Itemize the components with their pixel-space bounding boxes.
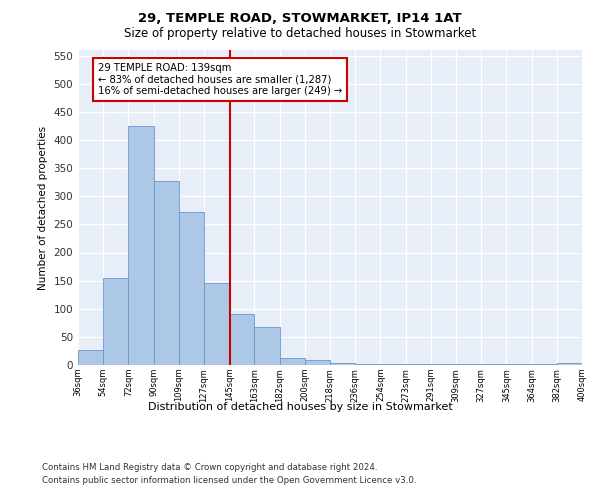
Bar xyxy=(380,364,406,365)
Bar xyxy=(78,350,103,365)
Y-axis label: Number of detached properties: Number of detached properties xyxy=(38,126,48,290)
Text: 29 TEMPLE ROAD: 139sqm
← 83% of detached houses are smaller (1,287)
16% of semi-: 29 TEMPLE ROAD: 139sqm ← 83% of detached… xyxy=(98,62,343,96)
Bar xyxy=(431,364,456,365)
Bar xyxy=(481,364,506,365)
Bar xyxy=(456,364,481,365)
Bar xyxy=(229,314,254,365)
Bar xyxy=(506,364,532,365)
Bar xyxy=(154,181,179,365)
Bar xyxy=(179,212,204,365)
Bar xyxy=(406,364,431,365)
Bar xyxy=(330,364,355,365)
Text: 29, TEMPLE ROAD, STOWMARKET, IP14 1AT: 29, TEMPLE ROAD, STOWMARKET, IP14 1AT xyxy=(138,12,462,26)
Bar xyxy=(103,278,128,365)
Bar xyxy=(355,364,380,365)
Bar xyxy=(254,327,280,365)
Bar xyxy=(204,284,229,365)
Bar xyxy=(532,364,557,365)
Text: Distribution of detached houses by size in Stowmarket: Distribution of detached houses by size … xyxy=(148,402,452,412)
Text: Size of property relative to detached houses in Stowmarket: Size of property relative to detached ho… xyxy=(124,28,476,40)
Bar xyxy=(557,364,582,365)
Text: Contains HM Land Registry data © Crown copyright and database right 2024.: Contains HM Land Registry data © Crown c… xyxy=(42,462,377,471)
Bar xyxy=(305,360,330,365)
Text: Contains public sector information licensed under the Open Government Licence v3: Contains public sector information licen… xyxy=(42,476,416,485)
Bar xyxy=(280,358,305,365)
Bar xyxy=(128,126,154,365)
